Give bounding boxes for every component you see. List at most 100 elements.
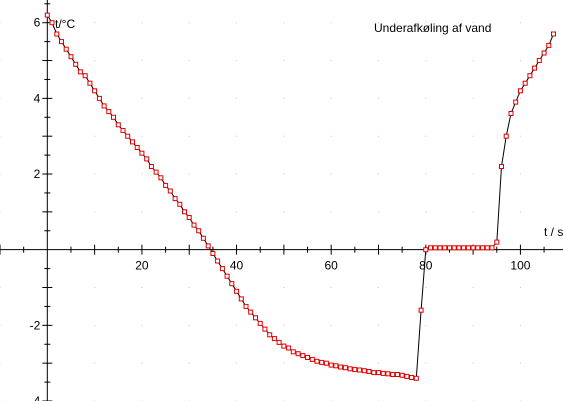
grid-dot [94, 22, 96, 24]
data-point [101, 103, 107, 109]
data-point [54, 31, 60, 37]
tick-labels: 20 40 60 80 100 -4 -2 2 4 6 [30, 16, 531, 401]
data-point [461, 245, 467, 251]
grid-dot [472, 97, 474, 99]
grid-dot [283, 60, 285, 62]
data-point [333, 363, 339, 369]
data-point [390, 372, 396, 377]
tick-marks [0, 3, 545, 401]
data-point [130, 139, 135, 145]
data-point [447, 245, 452, 251]
data-point [522, 80, 528, 86]
chart-title: Underafkøling af vand [374, 21, 491, 35]
grid-dot [519, 211, 521, 213]
grid-dot [519, 135, 521, 137]
data-point [465, 245, 471, 251]
data-point [428, 245, 433, 251]
data-point [357, 367, 363, 373]
data-point [125, 133, 131, 139]
data-point [541, 50, 547, 56]
grid-dot [377, 60, 379, 62]
data-point [371, 370, 377, 376]
grid-dot [425, 324, 427, 326]
data-point [186, 215, 192, 220]
data-point [73, 61, 79, 67]
grid-dot [94, 97, 96, 99]
grid-dot [377, 324, 379, 326]
grid-dot [236, 173, 238, 175]
grid-dot [94, 60, 96, 62]
data-point [456, 245, 462, 251]
data-point [380, 370, 386, 376]
data-point [134, 145, 140, 150]
data-point [68, 54, 74, 60]
grid-dot [283, 135, 285, 137]
grid-dot [330, 22, 332, 24]
grid-dot [472, 173, 474, 175]
grid-dot [141, 97, 143, 99]
grid-dot [141, 60, 143, 62]
grid-dot [472, 287, 474, 289]
grid-dot [236, 211, 238, 213]
y-tick-label: 2 [34, 167, 41, 181]
y-tick-label: -2 [30, 318, 41, 332]
grid-dot [236, 287, 238, 289]
data-point [191, 222, 197, 228]
data-point [224, 273, 230, 279]
data-point [158, 175, 164, 181]
grid-dot [188, 22, 190, 24]
grid-dot [188, 60, 190, 62]
data-point [243, 303, 249, 309]
data-point [305, 355, 310, 360]
data-point [376, 370, 381, 376]
grid-dot [472, 60, 474, 62]
grid-dot [472, 22, 474, 24]
data-point [196, 228, 202, 234]
grid-dot [425, 135, 427, 137]
data-point [508, 111, 514, 116]
grid-dot [283, 362, 285, 364]
data-point [309, 356, 315, 362]
grid-dot [377, 135, 379, 137]
grid-dot [472, 362, 474, 364]
data-point [63, 46, 69, 52]
grid-dot [236, 60, 238, 62]
data-point [111, 114, 116, 120]
y-tick-label: 6 [34, 16, 41, 30]
data-point [205, 243, 211, 249]
data-point [182, 209, 187, 215]
data-point [385, 371, 391, 377]
grid-dot [377, 97, 379, 99]
grid-dot [330, 173, 332, 175]
grid-dot [283, 22, 285, 24]
grid-dot [236, 97, 238, 99]
grid-dot [377, 173, 379, 175]
data-point [229, 281, 235, 287]
data-point [404, 373, 410, 379]
data-point [399, 372, 405, 378]
grid-dot [188, 135, 190, 137]
grid-dot [188, 211, 190, 213]
x-axis-label: t / s [544, 225, 563, 239]
grid-dot [330, 324, 332, 326]
data-point [234, 288, 240, 294]
data-point [163, 182, 169, 188]
data-point [167, 188, 173, 194]
grid-dot [141, 173, 143, 175]
grid-dot [236, 362, 238, 364]
data-point [394, 372, 400, 377]
data-point [503, 133, 509, 139]
data-point [281, 343, 287, 349]
data-point [366, 369, 372, 374]
grid-dot [425, 211, 427, 213]
grid-dot [0, 287, 1, 289]
grid-dot [283, 173, 285, 175]
data-point [338, 364, 344, 370]
data-point [300, 353, 306, 359]
data-point [96, 95, 102, 101]
data-point [527, 73, 533, 79]
grid-dot [377, 22, 379, 24]
data-point [323, 360, 329, 366]
data-point [219, 266, 225, 272]
